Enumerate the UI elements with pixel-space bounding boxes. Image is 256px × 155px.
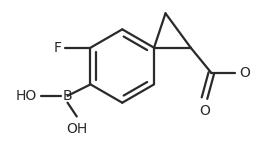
Text: HO: HO <box>15 89 37 103</box>
Text: OH: OH <box>66 122 87 136</box>
Text: B: B <box>63 89 72 103</box>
Text: O: O <box>239 66 250 80</box>
Text: O: O <box>199 104 210 118</box>
Text: F: F <box>54 41 62 55</box>
